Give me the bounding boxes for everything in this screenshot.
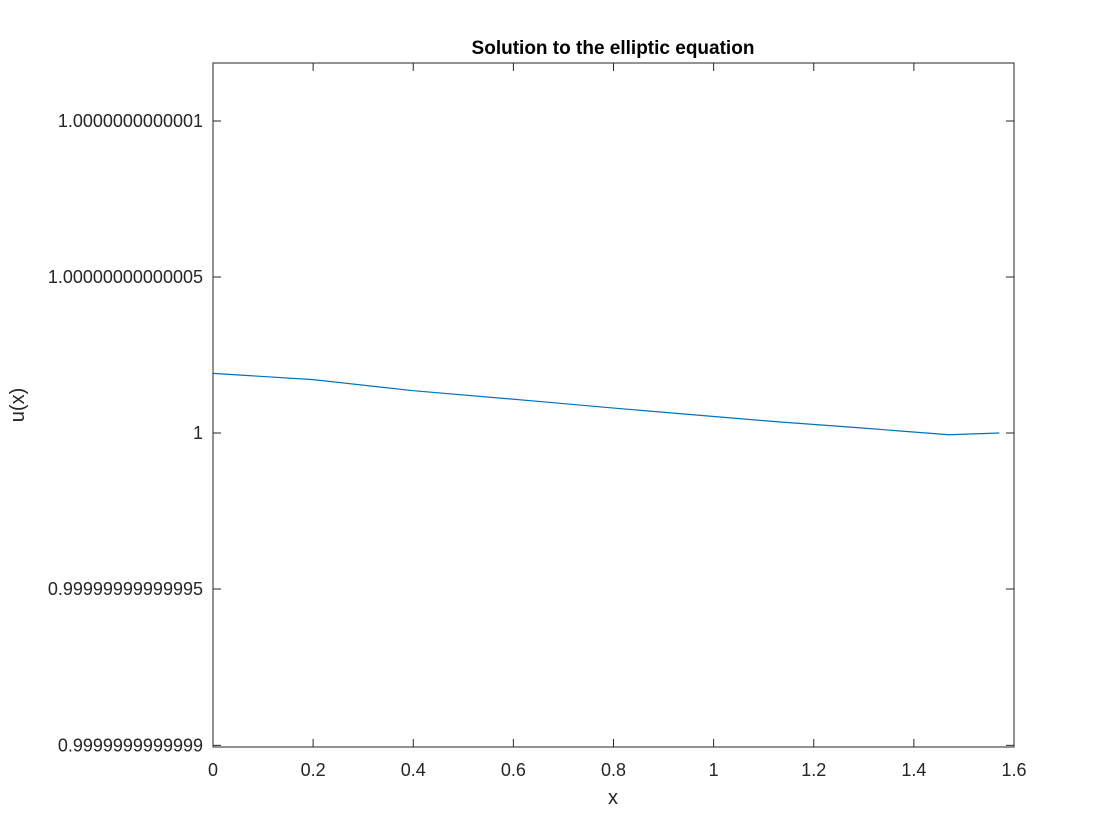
y-tick-label: 1.0000000000001 bbox=[58, 111, 203, 131]
series-layer bbox=[212, 372, 1000, 436]
x-tick-label: 0 bbox=[208, 760, 218, 780]
x-tick-label: 0.8 bbox=[601, 760, 626, 780]
x-tick-label: 1.6 bbox=[1001, 760, 1026, 780]
plot-area bbox=[213, 63, 1014, 747]
x-tick-label: 1.4 bbox=[901, 760, 926, 780]
x-axis-label: x bbox=[608, 787, 618, 809]
y-tick-label: 0.99999999999995 bbox=[48, 579, 203, 599]
chart-title: Solution to the elliptic equation bbox=[472, 38, 755, 59]
y-tick-label: 1 bbox=[193, 423, 203, 443]
x-tick-label: 1 bbox=[709, 760, 719, 780]
plot-frame bbox=[212, 62, 1015, 748]
x-tick-label: 0.4 bbox=[401, 760, 426, 780]
y-tick-label: 1.00000000000005 bbox=[48, 267, 203, 287]
y-axis-label: u(x) bbox=[7, 388, 29, 422]
series-line bbox=[212, 372, 1000, 436]
y-tick-label: 0.9999999999999 bbox=[58, 735, 203, 755]
x-tick-label: 0.2 bbox=[301, 760, 326, 780]
x-tick-label: 0.6 bbox=[501, 760, 526, 780]
tick-labels: 0 0.2 0.4 0.6 0.8 1 1.2 1.4 1.6 0.9999999999999 0.… bbox=[48, 111, 1027, 780]
x-tick-label: 1.2 bbox=[801, 760, 826, 780]
